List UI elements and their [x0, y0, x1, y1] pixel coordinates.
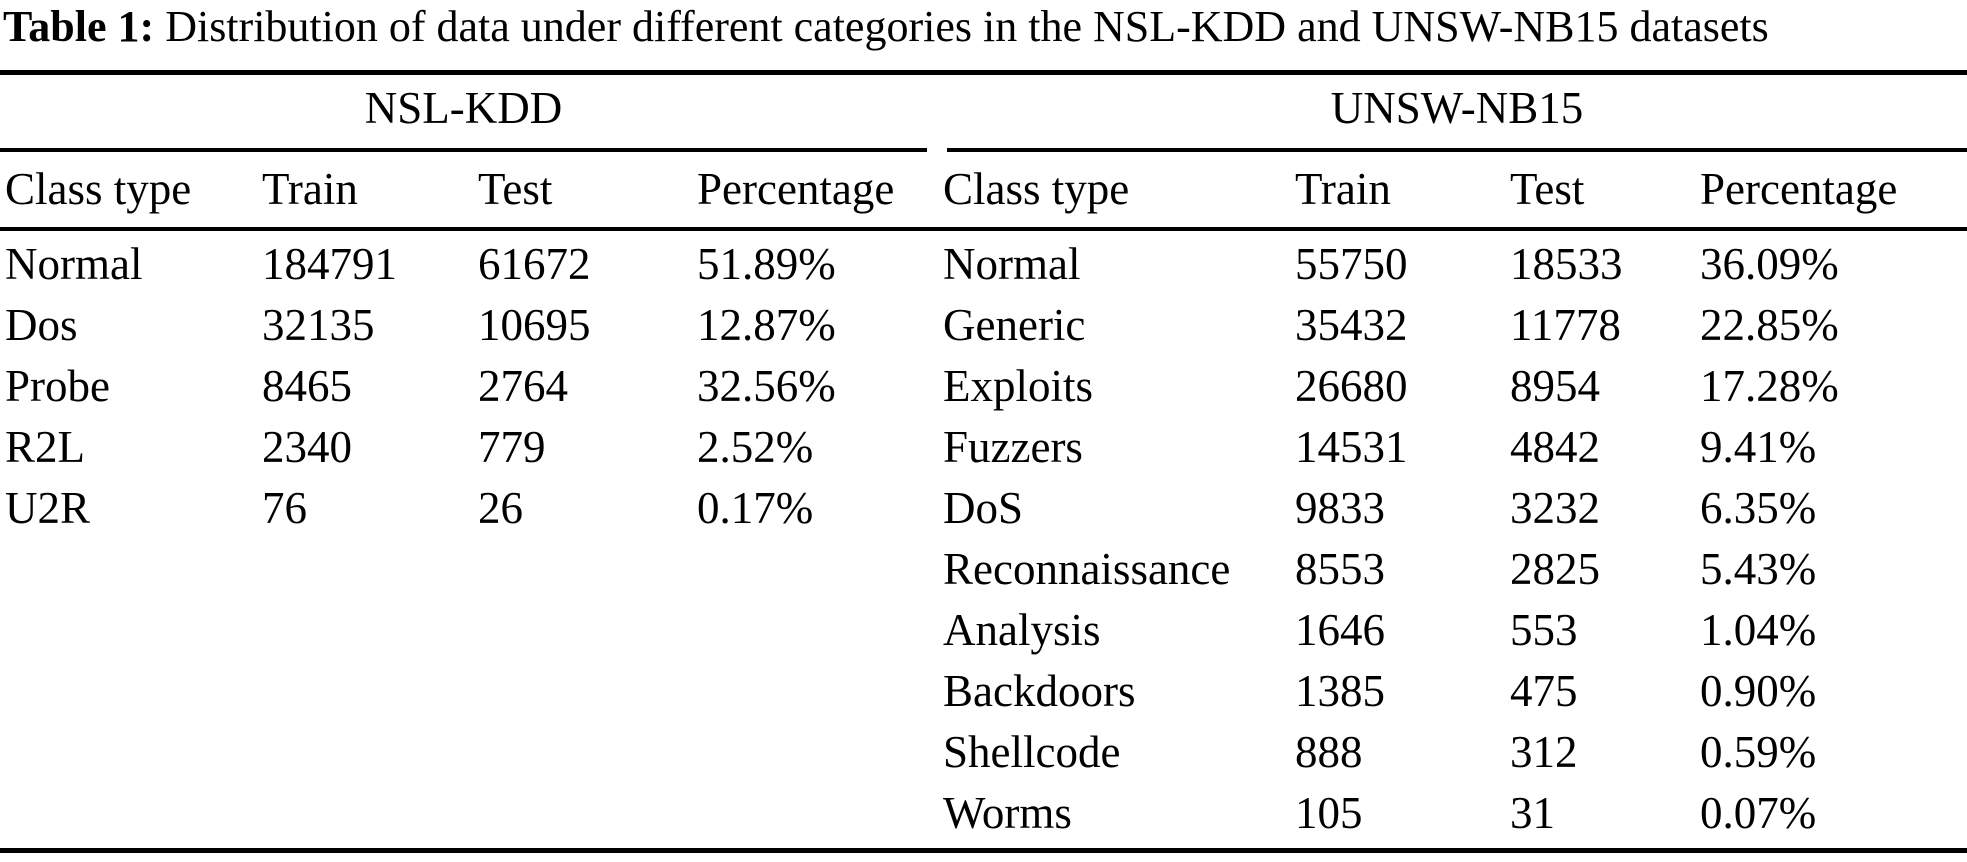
- table-cell: 184791: [262, 239, 397, 289]
- table-row: Exploits 26680 8954 17.28%: [0, 361, 1967, 423]
- table-row: Normal 184791 61672 51.89%: [0, 239, 1967, 301]
- table-cell: Exploits: [943, 361, 1094, 411]
- rule-under-nsl-kdd-heading: [0, 148, 927, 152]
- caption-label: Table 1:: [3, 2, 155, 51]
- table-cell: 5.43%: [1700, 544, 1817, 594]
- table-cell: 2764: [478, 361, 568, 411]
- table-cell: 31: [1510, 788, 1555, 838]
- column-header-class-type: Class type: [5, 164, 192, 214]
- table-row: Worms 105 31 0.07%: [0, 788, 1967, 850]
- table-cell: Reconnaissance: [943, 544, 1231, 594]
- table-cell: 51.89%: [697, 239, 836, 289]
- table-row: Probe 8465 2764 32.56%: [0, 361, 1967, 423]
- table-cell: 9.41%: [1700, 422, 1817, 472]
- table-cell: Generic: [943, 300, 1086, 350]
- table-cell: 0.07%: [1700, 788, 1817, 838]
- table-cell: 888: [1295, 727, 1363, 777]
- table-cell: Shellcode: [943, 727, 1121, 777]
- table-cell: 6.35%: [1700, 483, 1817, 533]
- table-cell: 17.28%: [1700, 361, 1839, 411]
- table-cell: 1385: [1295, 666, 1385, 716]
- table-row: Shellcode 888 312 0.59%: [0, 727, 1967, 789]
- table-row: Reconnaissance 8553 2825 5.43%: [0, 544, 1967, 606]
- rule-under-unsw-heading: [947, 148, 1967, 152]
- table-row: Generic 35432 11778 22.85%: [0, 300, 1967, 362]
- table-cell: 2825: [1510, 544, 1600, 594]
- dataset-heading-unsw-nb15: UNSW-NB15: [1330, 83, 1584, 133]
- column-header-train: Train: [1295, 164, 1391, 214]
- table-cell: 4842: [1510, 422, 1600, 472]
- table-cell: 11778: [1510, 300, 1621, 350]
- table-cell: 26: [478, 483, 523, 533]
- table-row: DoS 9833 3232 6.35%: [0, 483, 1967, 545]
- table-row: Normal 55750 18533 36.09%: [0, 239, 1967, 301]
- column-header-class-type: Class type: [943, 164, 1130, 214]
- table-cell: Normal: [943, 239, 1081, 289]
- caption-text: Distribution of data under different cat…: [154, 2, 1769, 51]
- table-cell: 32.56%: [697, 361, 836, 411]
- table-cell: Analysis: [943, 605, 1101, 655]
- table-row: Backdoors 1385 475 0.90%: [0, 666, 1967, 728]
- column-header-test: Test: [478, 164, 553, 214]
- table-cell: 475: [1510, 666, 1578, 716]
- table-row: R2L 2340 779 2.52%: [0, 422, 1967, 484]
- table-cell: Probe: [5, 361, 110, 411]
- table-cell: 1.04%: [1700, 605, 1817, 655]
- table-row: Fuzzers 14531 4842 9.41%: [0, 422, 1967, 484]
- table-cell: 1646: [1295, 605, 1385, 655]
- table-cell: 32135: [262, 300, 375, 350]
- table-cell: 0.17%: [697, 483, 814, 533]
- table-cell: Backdoors: [943, 666, 1136, 716]
- table-cell: 35432: [1295, 300, 1408, 350]
- column-header-train: Train: [262, 164, 358, 214]
- table-cell: 105: [1295, 788, 1363, 838]
- table-cell: R2L: [5, 422, 86, 472]
- table-cell: 14531: [1295, 422, 1408, 472]
- table-cell: 779: [478, 422, 546, 472]
- rule-bottom: [0, 848, 1967, 853]
- table-cell: 18533: [1510, 239, 1623, 289]
- rule-top: [0, 70, 1967, 75]
- table-caption: Table 1: Distribution of data under diff…: [3, 2, 1769, 53]
- rule-under-column-headers: [0, 227, 1967, 231]
- table-cell: 3232: [1510, 483, 1600, 533]
- table-cell: Fuzzers: [943, 422, 1083, 472]
- table-cell: 8465: [262, 361, 352, 411]
- column-header-percentage: Percentage: [1700, 164, 1898, 214]
- table-cell: 9833: [1295, 483, 1385, 533]
- table-cell: 312: [1510, 727, 1578, 777]
- table-cell: 26680: [1295, 361, 1408, 411]
- table-cell: Dos: [5, 300, 78, 350]
- table-row: U2R 76 26 0.17%: [0, 483, 1967, 545]
- table-cell: 8553: [1295, 544, 1385, 594]
- table-row: Analysis 1646 553 1.04%: [0, 605, 1967, 667]
- table-row: Dos 32135 10695 12.87%: [0, 300, 1967, 362]
- table-cell: 8954: [1510, 361, 1600, 411]
- table-cell: 22.85%: [1700, 300, 1839, 350]
- column-header-percentage: Percentage: [697, 164, 895, 214]
- table-cell: 61672: [478, 239, 591, 289]
- table-cell: 12.87%: [697, 300, 836, 350]
- dataset-heading-nsl-kdd: NSL-KDD: [364, 83, 563, 133]
- table-cell: 0.90%: [1700, 666, 1817, 716]
- table-cell: 0.59%: [1700, 727, 1817, 777]
- table-cell: 2340: [262, 422, 352, 472]
- table-cell: 2.52%: [697, 422, 814, 472]
- table-cell: 10695: [478, 300, 591, 350]
- table-cell: Normal: [5, 239, 143, 289]
- table-cell: DoS: [943, 483, 1024, 533]
- table-cell: 76: [262, 483, 307, 533]
- table-cell: Worms: [943, 788, 1072, 838]
- table-cell: 55750: [1295, 239, 1408, 289]
- column-header-test: Test: [1510, 164, 1585, 214]
- table-cell: 553: [1510, 605, 1578, 655]
- table-cell: 36.09%: [1700, 239, 1839, 289]
- table-cell: U2R: [5, 483, 91, 533]
